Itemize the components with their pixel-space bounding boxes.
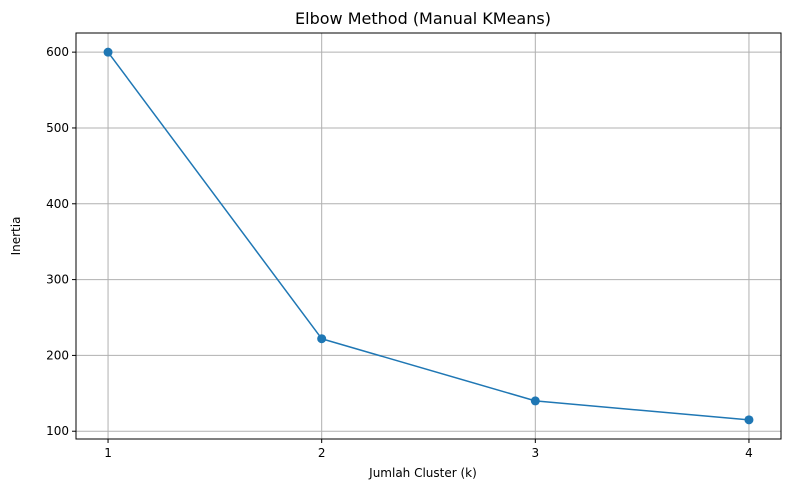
y-tick-label: 300 [46, 273, 69, 287]
x-tick-label: 2 [318, 446, 326, 460]
chart-title: Elbow Method (Manual KMeans) [295, 9, 551, 28]
series-layer [103, 47, 754, 425]
y-tick-label: 500 [46, 121, 69, 135]
data-point [317, 334, 327, 344]
x-tick-label: 1 [104, 446, 112, 460]
y-tick-label: 600 [46, 45, 69, 59]
y-tick-label: 200 [46, 348, 69, 362]
x-axis-label: Jumlah Cluster (k) [368, 466, 477, 480]
y-tick-label: 100 [46, 424, 69, 438]
data-point [103, 47, 113, 57]
data-point [530, 396, 540, 406]
y-tick-label: 400 [46, 197, 69, 211]
data-point [744, 415, 754, 425]
x-tick-label: 3 [531, 446, 539, 460]
series-line [107, 51, 750, 421]
tick-layer: 1 2 3 4 100 200 300 400 500 600 [46, 45, 753, 460]
x-tick-label: 4 [745, 446, 753, 460]
plot-frame [75, 32, 782, 440]
grid-layer [76, 33, 781, 439]
y-axis-label: Inertia [9, 217, 23, 256]
